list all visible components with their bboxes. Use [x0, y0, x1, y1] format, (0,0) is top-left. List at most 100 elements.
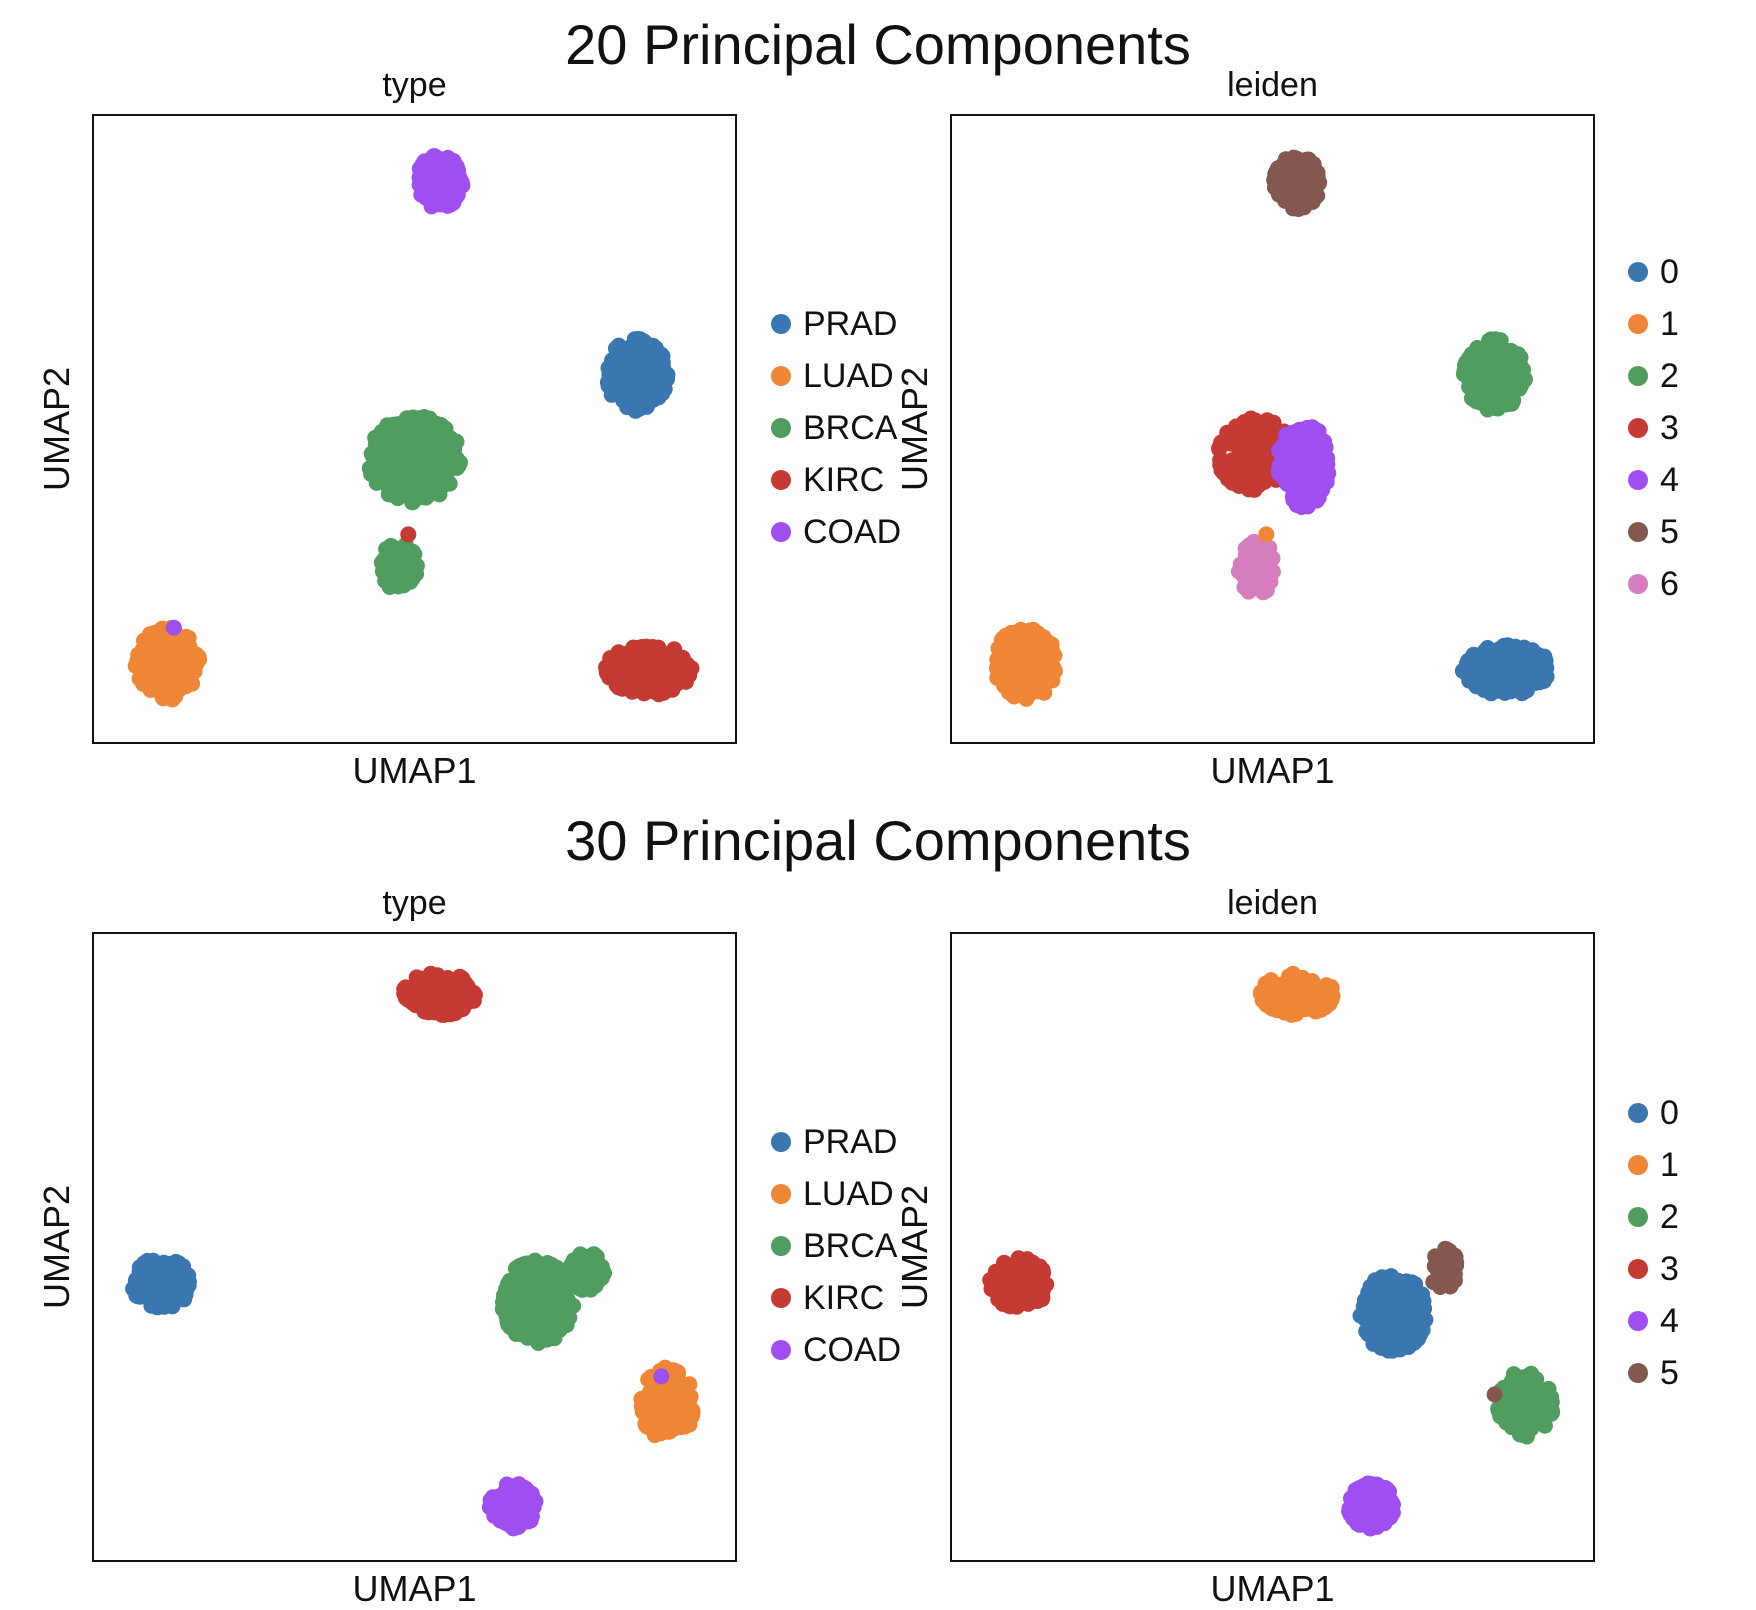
legend-swatch: [771, 1132, 791, 1152]
scatter-point: [663, 669, 679, 686]
scatter-point: [1045, 647, 1062, 664]
x-axis-label: UMAP1: [1210, 1568, 1335, 1609]
scatter-point: [1512, 661, 1528, 678]
cluster-brca: [373, 536, 425, 595]
scatter-point: [615, 364, 632, 381]
scatter-point: [1505, 1366, 1522, 1383]
scatter-point: [498, 1307, 515, 1324]
scatter-point: [519, 1329, 536, 1346]
scatter-point: [639, 678, 656, 695]
scatter-point: [1358, 1323, 1375, 1340]
scatter-point: [1439, 1243, 1456, 1260]
scatter-point: [632, 380, 649, 397]
scatter-point: [1315, 453, 1332, 470]
legend-label: KIRC: [803, 460, 885, 499]
scatter-point: [1261, 988, 1278, 1005]
scatter-point: [493, 1501, 510, 1518]
panel-title: type: [382, 884, 447, 922]
scatter-point: [1294, 971, 1311, 987]
cluster-4: [1341, 1475, 1401, 1537]
scatter-point: [408, 969, 425, 986]
scatter-point: [367, 429, 384, 446]
scatter-point: [1472, 355, 1488, 372]
legend-item-prad: PRAD: [771, 304, 897, 344]
scatter-point: [1028, 683, 1045, 700]
scatter-plot: [982, 965, 1561, 1537]
scatter-point: [1516, 1419, 1533, 1436]
legend-label: 1: [1660, 1145, 1679, 1184]
scatter-point: [386, 430, 403, 447]
scatter-plot: [127, 148, 700, 708]
scatter-point: [1287, 481, 1304, 498]
scatter-point: [149, 1271, 166, 1288]
scatter-point: [1487, 650, 1504, 667]
scatter-point: [574, 1281, 591, 1298]
scatter-point: [631, 400, 648, 417]
legend-item-4: 4: [1628, 1301, 1679, 1341]
legend-label: 3: [1660, 1249, 1679, 1288]
x-axis-label: UMAP1: [1210, 750, 1335, 791]
scatter-point: [423, 194, 440, 211]
scatter-point: [432, 426, 449, 442]
scatter-point: [177, 1285, 194, 1302]
scatter-point: [1507, 1389, 1524, 1406]
scatter-point: [579, 1248, 596, 1265]
scatter-point: [1443, 1264, 1460, 1281]
scatter-point: [1031, 1258, 1048, 1275]
scatter-point: [158, 1290, 175, 1307]
cluster-brca: [494, 1252, 582, 1351]
scatter-point: [369, 463, 386, 480]
cluster-5: [1266, 149, 1328, 217]
legend-item-0: 0: [1628, 1093, 1679, 1133]
scatter-point: [1495, 1398, 1512, 1415]
scatter-point: [1268, 172, 1285, 189]
plot-frame: [92, 932, 737, 1562]
cluster-6: [1230, 533, 1281, 601]
scatter-point: [531, 1312, 548, 1329]
legend-item-3: 3: [1628, 1249, 1679, 1289]
scatter-point: [520, 1262, 537, 1279]
scatter-point: [1314, 481, 1331, 498]
scatter-plot: [988, 149, 1555, 707]
scatter-point: [163, 1266, 180, 1283]
legend-item-2: 2: [1628, 356, 1679, 396]
y-axis-label: UMAP2: [894, 1184, 935, 1310]
scatter-point: [1475, 395, 1492, 412]
scatter-point: [520, 1504, 537, 1521]
scatter-point: [631, 337, 648, 354]
legend-label: 6: [1660, 564, 1679, 603]
outlier-point-1: [1258, 526, 1275, 543]
scatter-point: [1438, 1277, 1454, 1294]
scatter-point: [1310, 175, 1327, 192]
scatter-point: [1280, 173, 1297, 190]
scatter-point: [504, 1478, 521, 1495]
scatter-point: [1273, 1001, 1290, 1018]
legend-swatch: [1628, 418, 1648, 438]
cluster-luad: [127, 619, 208, 708]
scatter-point: [139, 648, 156, 665]
y-axis-label: UMAP2: [894, 366, 935, 492]
legend-label: BRCA: [803, 1226, 898, 1265]
scatter-point: [391, 563, 408, 579]
x-axis-label: UMAP1: [352, 750, 477, 791]
scatter-point: [588, 1262, 605, 1279]
scatter-point: [1290, 465, 1307, 482]
scatter-point: [1487, 395, 1504, 412]
legend-label: 5: [1660, 1353, 1679, 1392]
legend-swatch: [1628, 1103, 1648, 1123]
outlier-point-kirc: [400, 526, 417, 543]
scatter-point: [666, 653, 683, 670]
legend-swatch: [771, 1288, 791, 1308]
scatter-point: [638, 638, 655, 655]
scatter-point: [615, 392, 632, 409]
legend-item-1: 1: [1628, 304, 1679, 344]
legend-swatch: [1628, 1259, 1648, 1279]
scatter-point: [1307, 986, 1324, 1003]
scatter-point: [1370, 1297, 1387, 1314]
outlier-point-5: [1486, 1386, 1503, 1403]
scatter-point: [448, 158, 465, 175]
scatter-point: [1243, 453, 1260, 470]
scatter-point: [1532, 1413, 1549, 1430]
scatter-point: [1245, 420, 1262, 437]
scatter-point: [648, 1400, 665, 1417]
